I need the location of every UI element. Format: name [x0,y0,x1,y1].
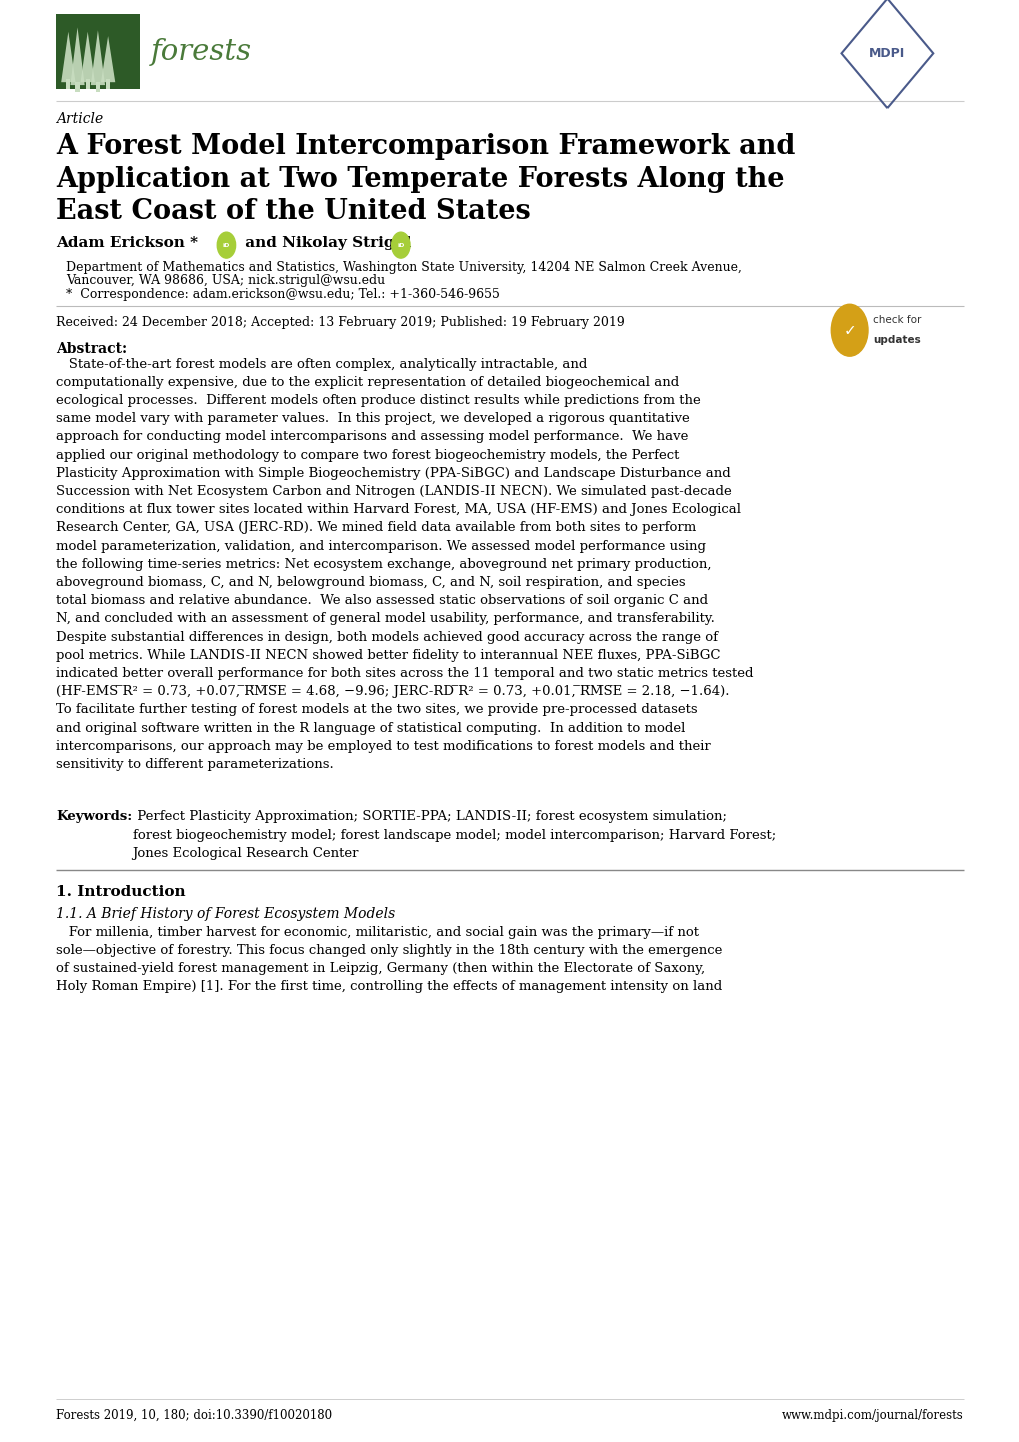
Text: Article: Article [56,112,103,127]
Text: and Nikolay Strigul: and Nikolay Strigul [239,236,411,251]
Polygon shape [61,32,75,82]
FancyBboxPatch shape [86,79,90,89]
Circle shape [217,232,235,258]
Text: check for: check for [872,316,920,324]
Text: State-of-the-art forest models are often complex, analytically intractable, and
: State-of-the-art forest models are often… [56,358,753,771]
Text: 1. Introduction: 1. Introduction [56,885,185,900]
Text: Department of Mathematics and Statistics, Washington State University, 14204 NE : Department of Mathematics and Statistics… [66,261,742,274]
Text: *  Correspondence: adam.erickson@wsu.edu; Tel.: +1-360-546-9655: * Correspondence: adam.erickson@wsu.edu;… [66,288,499,301]
Polygon shape [91,30,105,85]
Text: iD: iD [222,242,230,248]
Text: Vancouver, WA 98686, USA; nick.strigul@wsu.edu: Vancouver, WA 98686, USA; nick.strigul@w… [66,274,385,287]
FancyBboxPatch shape [66,79,70,89]
Polygon shape [101,36,115,82]
Text: iD: iD [396,242,405,248]
Polygon shape [81,32,95,82]
Circle shape [391,232,410,258]
Circle shape [830,304,867,356]
Text: ✓: ✓ [843,323,855,337]
Polygon shape [70,27,85,85]
Text: MDPI: MDPI [868,46,905,61]
Text: Perfect Plasticity Approximation; SORTIE-PPA; LANDIS-II; forest ecosystem simula: Perfect Plasticity Approximation; SORTIE… [132,810,775,859]
Text: 1.1. A Brief History of Forest Ecosystem Models: 1.1. A Brief History of Forest Ecosystem… [56,907,395,921]
Text: updates: updates [872,336,920,345]
Text: A Forest Model Intercomparison Framework and
Application at Two Temperate Forest: A Forest Model Intercomparison Framework… [56,133,795,225]
Text: For millenia, timber harvest for economic, militaristic, and social gain was the: For millenia, timber harvest for economi… [56,926,721,994]
Text: Keywords:: Keywords: [56,810,132,823]
FancyBboxPatch shape [96,82,100,92]
FancyBboxPatch shape [106,79,110,89]
Text: www.mdpi.com/journal/forests: www.mdpi.com/journal/forests [782,1409,963,1422]
FancyBboxPatch shape [75,82,79,92]
Text: Forests 2019, 10, 180; doi:10.3390/f10020180: Forests 2019, 10, 180; doi:10.3390/f1002… [56,1409,332,1422]
Text: Adam Erickson *: Adam Erickson * [56,236,198,251]
Text: Abstract:: Abstract: [56,342,127,356]
FancyBboxPatch shape [56,14,140,89]
Text: forests: forests [151,37,252,66]
Text: Received: 24 December 2018; Accepted: 13 February 2019; Published: 19 February 2: Received: 24 December 2018; Accepted: 13… [56,316,625,329]
